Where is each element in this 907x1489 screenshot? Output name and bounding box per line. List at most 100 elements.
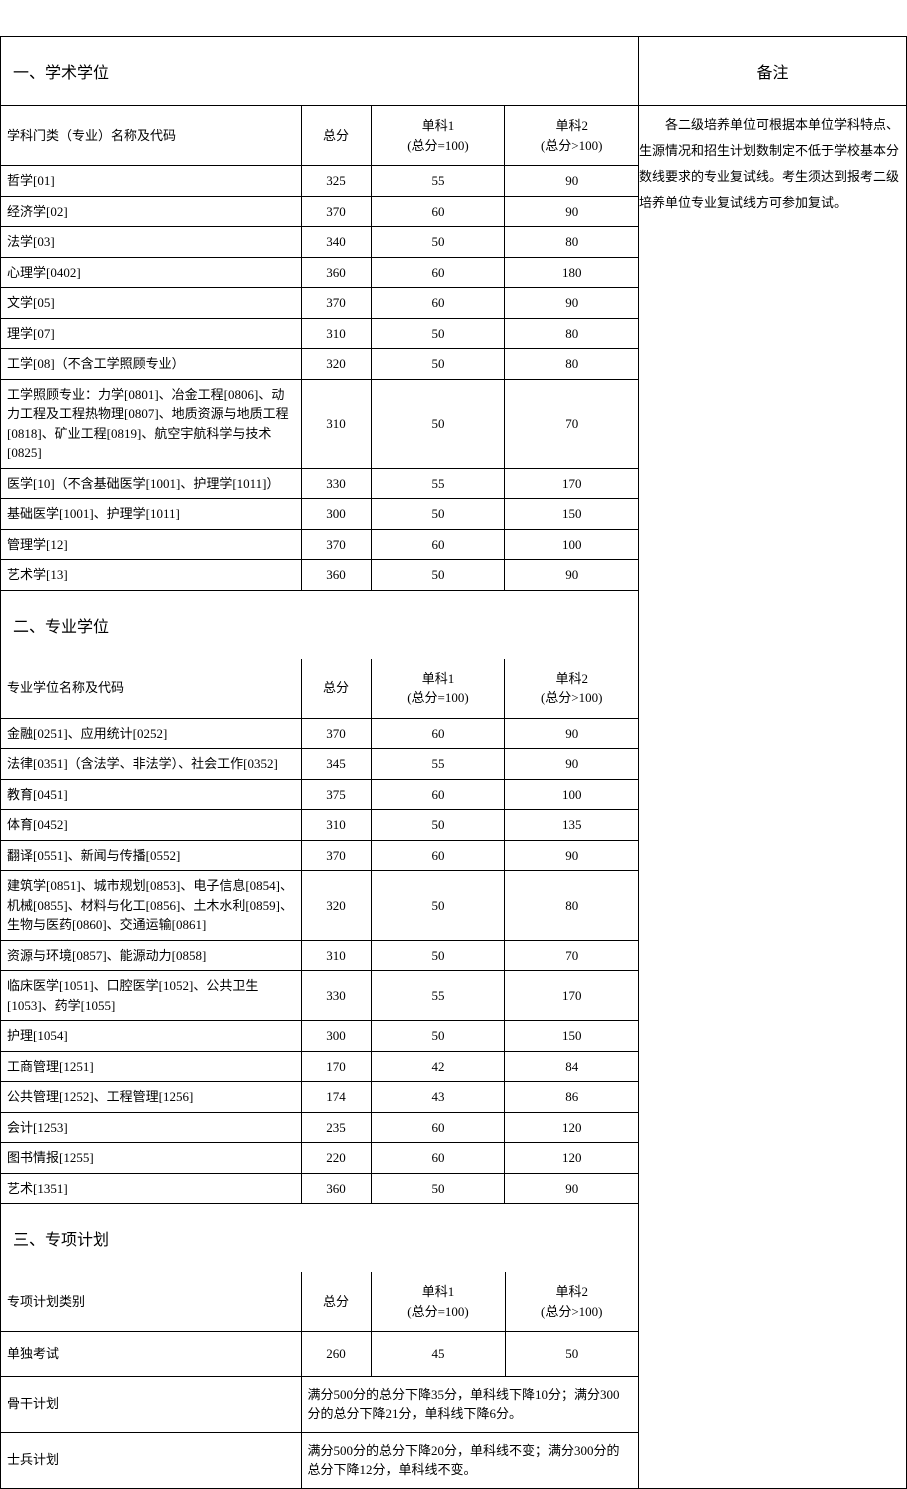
col-header-sub1: 单科1(总分=100) (371, 1272, 505, 1332)
row-value: 220 (301, 1143, 371, 1174)
table-row: 法学[03]3405080 (1, 227, 638, 258)
row-value: 310 (301, 318, 371, 349)
col-header-total: 总分 (301, 1272, 371, 1332)
row-value: 370 (301, 718, 371, 749)
table-row: 基础医学[1001]、护理学[1011]30050150 (1, 499, 638, 530)
row-value: 50 (371, 560, 505, 590)
row-merged-note: 满分500分的总分下降20分，单科线不变；满分300分的总分下降12分，单科线不… (301, 1432, 638, 1488)
row-value: 360 (301, 560, 371, 590)
row-name: 工学[08]（不含工学照顾专业） (1, 349, 301, 380)
row-value: 60 (371, 718, 505, 749)
row-value: 60 (371, 288, 505, 319)
col-header-total: 总分 (301, 106, 371, 166)
table-header-row: 专项计划类别 总分 单科1(总分=100) 单科2(总分>100) (1, 1272, 638, 1332)
special-table: 专项计划类别 总分 单科1(总分=100) 单科2(总分>100) 单独考试26… (1, 1272, 638, 1488)
row-value: 50 (371, 1021, 505, 1052)
col-header-sub2: 单科2(总分>100) (505, 659, 638, 719)
row-value: 90 (505, 560, 638, 590)
row-value: 90 (505, 166, 638, 197)
row-value: 120 (505, 1112, 638, 1143)
row-value: 50 (371, 940, 505, 971)
row-name: 经济学[02] (1, 196, 301, 227)
table-header-row: 专业学位名称及代码 总分 单科1(总分=100) 单科2(总分>100) (1, 659, 638, 719)
row-value: 325 (301, 166, 371, 197)
row-value: 320 (301, 349, 371, 380)
table-row: 图书情报[1255]22060120 (1, 1143, 638, 1174)
row-name: 骨干计划 (1, 1376, 301, 1432)
document: 一、学术学位 备注 学科门类（专业）名称及代码 总分 单科1(总分=100) 单… (0, 36, 907, 1489)
row-value: 80 (505, 349, 638, 380)
row-value: 50 (371, 810, 505, 841)
section-1-title: 一、学术学位 (1, 37, 638, 105)
row-value: 50 (371, 871, 505, 941)
row-value: 55 (371, 749, 505, 780)
row-name: 图书情报[1255] (1, 1143, 301, 1174)
row-value: 150 (505, 499, 638, 530)
row-value: 150 (505, 1021, 638, 1052)
row-value: 310 (301, 810, 371, 841)
row-value: 60 (371, 840, 505, 871)
row-value: 330 (301, 971, 371, 1021)
row-value: 84 (505, 1051, 638, 1082)
row-value: 60 (371, 779, 505, 810)
row-value: 320 (301, 871, 371, 941)
table-row: 体育[0452]31050135 (1, 810, 638, 841)
row-value: 42 (371, 1051, 505, 1082)
row-value: 360 (301, 257, 371, 288)
row-value: 90 (505, 196, 638, 227)
table-row: 教育[0451]37560100 (1, 779, 638, 810)
professional-table: 专业学位名称及代码 总分 单科1(总分=100) 单科2(总分>100) 金融[… (1, 659, 638, 1204)
row-name: 教育[0451] (1, 779, 301, 810)
row-value: 55 (371, 971, 505, 1021)
row-value: 235 (301, 1112, 371, 1143)
row-name: 管理学[12] (1, 529, 301, 560)
row-value: 120 (505, 1143, 638, 1174)
table-header-row: 学科门类（专业）名称及代码 总分 单科1(总分=100) 单科2(总分>100) (1, 106, 638, 166)
table-row: 经济学[02]3706090 (1, 196, 638, 227)
table-row: 骨干计划满分500分的总分下降35分，单科线下降10分；满分300分的总分下降2… (1, 1376, 638, 1432)
row-value: 300 (301, 1021, 371, 1052)
row-name: 艺术学[13] (1, 560, 301, 590)
row-value: 370 (301, 196, 371, 227)
col-header-sub2: 单科2(总分>100) (505, 1272, 638, 1332)
row-value: 80 (505, 227, 638, 258)
row-value: 60 (371, 257, 505, 288)
table-row: 理学[07]3105080 (1, 318, 638, 349)
row-value: 55 (371, 468, 505, 499)
row-value: 375 (301, 779, 371, 810)
table-row: 管理学[12]37060100 (1, 529, 638, 560)
table-row: 临床医学[1051]、口腔医学[1052]、公共卫生[1053]、药学[1055… (1, 971, 638, 1021)
col-header-total: 总分 (301, 659, 371, 719)
row-name: 建筑学[0851]、城市规划[0853]、电子信息[0854]、机械[0855]… (1, 871, 301, 941)
row-value: 370 (301, 840, 371, 871)
left-column: 学科门类（专业）名称及代码 总分 单科1(总分=100) 单科2(总分>100)… (1, 106, 638, 1488)
table-row: 护理[1054]30050150 (1, 1021, 638, 1052)
section-3-title: 三、专项计划 (1, 1203, 638, 1272)
row-name: 哲学[01] (1, 166, 301, 197)
row-value: 45 (371, 1332, 505, 1377)
row-name: 公共管理[1252]、工程管理[1256] (1, 1082, 301, 1113)
row-value: 90 (505, 288, 638, 319)
table-row: 法律[0351]（含法学、非法学）、社会工作[0352]3455590 (1, 749, 638, 780)
row-name: 士兵计划 (1, 1432, 301, 1488)
row-value: 86 (505, 1082, 638, 1113)
table-row: 建筑学[0851]、城市规划[0853]、电子信息[0854]、机械[0855]… (1, 871, 638, 941)
table-row: 公共管理[1252]、工程管理[1256]1744386 (1, 1082, 638, 1113)
row-name: 艺术[1351] (1, 1173, 301, 1203)
section-2-title: 二、专业学位 (1, 590, 638, 659)
table-row: 金融[0251]、应用统计[0252]3706090 (1, 718, 638, 749)
row-name: 法律[0351]（含法学、非法学）、社会工作[0352] (1, 749, 301, 780)
row-value: 310 (301, 379, 371, 468)
remark-header: 备注 (638, 37, 906, 105)
row-value: 340 (301, 227, 371, 258)
table-row: 心理学[0402]36060180 (1, 257, 638, 288)
row-name: 金融[0251]、应用统计[0252] (1, 718, 301, 749)
row-value: 310 (301, 940, 371, 971)
row-value: 100 (505, 529, 638, 560)
table-row: 艺术学[13]3605090 (1, 560, 638, 590)
table-row: 文学[05]3706090 (1, 288, 638, 319)
row-value: 345 (301, 749, 371, 780)
row-value: 330 (301, 468, 371, 499)
row-name: 文学[05] (1, 288, 301, 319)
row-name: 心理学[0402] (1, 257, 301, 288)
